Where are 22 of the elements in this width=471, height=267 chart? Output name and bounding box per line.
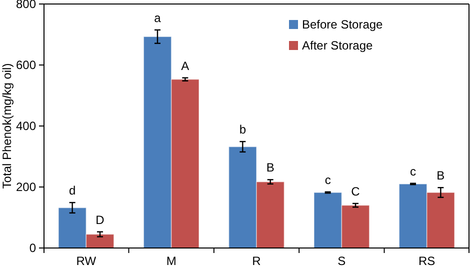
data-label: D xyxy=(96,212,105,227)
y-tick-label: 0 xyxy=(29,240,36,255)
legend-label: Before Storage xyxy=(302,18,384,32)
data-label: d xyxy=(68,184,76,198)
x-tick-label: RS xyxy=(418,254,436,267)
data-label: a xyxy=(154,10,162,25)
data-label: b xyxy=(239,122,246,137)
data-label: B xyxy=(266,160,274,175)
data-label: C xyxy=(351,184,360,198)
y-tick-label: 400 xyxy=(16,118,36,133)
data-label: A xyxy=(181,58,190,73)
y-tick-label: 200 xyxy=(16,180,36,194)
x-tick-label: S xyxy=(338,254,346,267)
data-label: B xyxy=(436,168,445,183)
y-axis-title: Total Phenok(mg/kg oil) xyxy=(0,63,14,189)
x-tick-label: RW xyxy=(76,254,97,267)
data-label: c xyxy=(324,172,331,187)
y-tick-label: 600 xyxy=(16,58,36,72)
legend-label: After Storage xyxy=(302,38,374,52)
x-tick-label: M xyxy=(166,254,176,267)
data-label: c xyxy=(410,164,416,178)
x-tick-label: R xyxy=(252,254,262,267)
